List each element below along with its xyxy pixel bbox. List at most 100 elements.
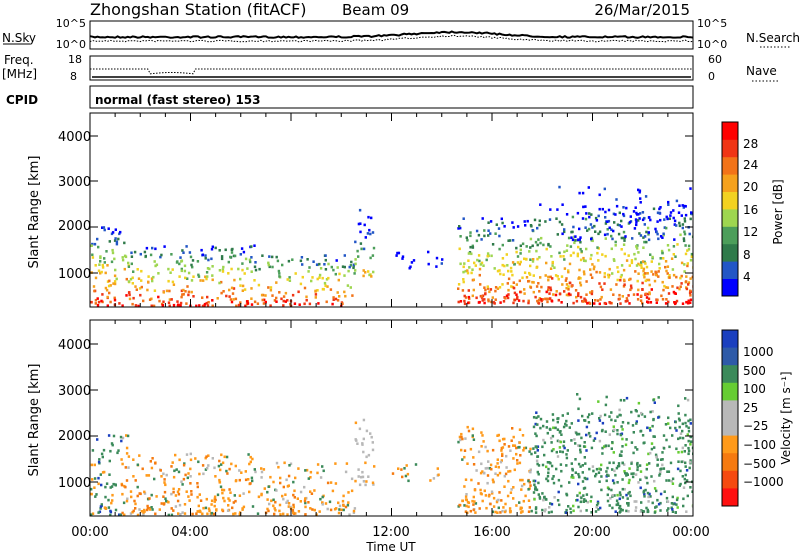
heatmap-cell xyxy=(667,416,670,420)
heatmap-cell xyxy=(212,512,216,516)
heatmap-cell xyxy=(266,490,269,494)
heatmap-cell xyxy=(577,472,580,476)
heatmap-cell xyxy=(178,503,182,507)
heatmap-cell xyxy=(120,439,123,443)
heatmap-cell xyxy=(583,498,586,501)
heatmap-cell xyxy=(181,249,184,252)
heatmap-cell xyxy=(459,438,462,442)
heatmap-cell xyxy=(555,450,558,454)
heatmap-cell xyxy=(466,462,469,465)
heatmap-cell xyxy=(649,301,653,304)
heatmap-cell xyxy=(361,470,364,474)
heatmap-cell xyxy=(561,414,564,417)
heatmap-cell xyxy=(647,231,650,234)
heatmap-cell xyxy=(503,264,506,268)
heatmap-cell xyxy=(128,297,132,301)
heatmap-cell xyxy=(208,509,211,512)
heatmap-cell xyxy=(233,254,237,258)
heatmap-cell xyxy=(132,509,135,513)
heatmap-cell xyxy=(653,487,657,490)
heatmap-cell xyxy=(198,493,201,496)
heatmap-cell xyxy=(678,221,681,225)
heatmap-cell xyxy=(467,301,470,305)
heatmap-cell xyxy=(532,416,536,419)
power-cb-tick-28: 28 xyxy=(743,137,758,151)
heatmap-cell xyxy=(589,257,592,261)
heatmap-cell xyxy=(494,286,498,289)
heatmap-cell xyxy=(527,479,530,483)
heatmap-cell xyxy=(643,492,646,496)
heatmap-cell xyxy=(535,266,538,269)
heatmap-cell xyxy=(606,499,610,503)
heatmap-cell xyxy=(575,299,579,303)
heatmap-cell xyxy=(646,426,649,430)
heatmap-cell xyxy=(475,239,479,243)
heatmap-cell xyxy=(359,242,363,245)
heatmap-cell xyxy=(142,299,145,303)
heatmap-cell xyxy=(583,456,586,459)
heatmap-cell xyxy=(655,271,658,275)
heatmap-cell xyxy=(550,510,553,514)
heatmap-cell xyxy=(658,207,661,211)
heatmap-cell xyxy=(682,497,685,501)
heatmap-cell xyxy=(681,422,684,426)
heatmap-cell xyxy=(228,467,231,471)
heatmap-cell xyxy=(489,502,492,506)
heatmap-cell xyxy=(231,292,235,295)
heatmap-cell xyxy=(540,285,543,289)
heatmap-cell xyxy=(691,490,693,493)
heatmap-cell xyxy=(532,491,536,494)
heatmap-cell xyxy=(636,448,639,451)
heatmap-cell xyxy=(235,479,238,482)
heatmap-cell xyxy=(129,277,133,281)
heatmap-cell xyxy=(669,214,672,217)
heatmap-cell xyxy=(627,502,630,505)
heatmap-cell xyxy=(202,506,205,510)
heatmap-cell xyxy=(551,477,554,481)
heatmap-cell xyxy=(556,208,559,211)
heatmap-cell xyxy=(459,300,463,303)
heatmap-cell xyxy=(606,466,609,470)
heatmap-cell xyxy=(362,437,365,441)
heatmap-cell xyxy=(372,270,375,274)
heatmap-cell xyxy=(598,419,602,422)
heatmap-cell xyxy=(634,218,638,221)
heatmap-cell xyxy=(512,435,515,439)
heatmap-cell xyxy=(240,247,244,250)
heatmap-cell xyxy=(183,512,187,515)
heatmap-cell xyxy=(232,287,236,290)
heatmap-cell xyxy=(467,289,470,292)
heatmap-cell xyxy=(516,297,519,301)
heatmap-cell xyxy=(107,506,111,509)
heatmap-cell xyxy=(644,488,647,492)
heatmap-cell xyxy=(661,298,665,301)
heatmap-cell xyxy=(542,424,545,428)
heatmap-cell xyxy=(352,263,356,267)
heatmap-cell xyxy=(521,434,525,437)
heatmap-cell xyxy=(525,245,528,248)
heatmap-cell xyxy=(516,459,519,462)
heatmap-cell xyxy=(672,273,676,277)
heatmap-cell xyxy=(165,289,169,293)
heatmap-cell xyxy=(486,285,489,288)
heatmap-cell xyxy=(652,398,655,402)
heatmap-cell xyxy=(143,492,147,495)
heatmap-cell xyxy=(342,504,345,507)
heatmap-cell xyxy=(525,276,529,279)
heatmap-cell xyxy=(680,460,683,464)
heatmap-cell xyxy=(679,432,683,435)
heatmap-cell xyxy=(180,259,184,263)
heatmap-cell xyxy=(499,511,502,514)
heatmap-cell xyxy=(610,234,613,238)
heatmap-cell xyxy=(590,213,593,216)
heatmap-cell xyxy=(187,293,190,297)
heatmap-cell xyxy=(616,415,619,419)
heatmap-cell xyxy=(634,446,637,449)
heatmap-cell xyxy=(222,265,225,269)
heatmap-cell xyxy=(516,255,520,258)
power-y-tick-2000: 2000 xyxy=(58,219,91,234)
heatmap-cell xyxy=(334,272,337,276)
heatmap-cell xyxy=(185,490,188,493)
heatmap-cell xyxy=(188,251,192,254)
heatmap-cell xyxy=(575,431,578,435)
